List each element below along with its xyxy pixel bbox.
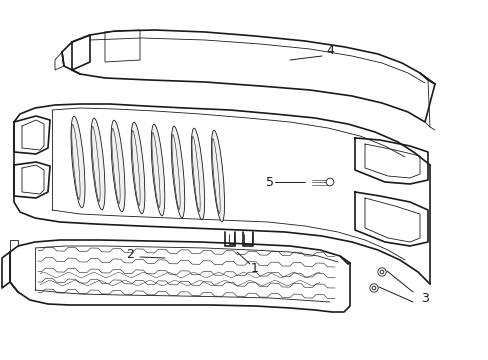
Ellipse shape <box>131 122 144 214</box>
Ellipse shape <box>71 116 85 208</box>
Circle shape <box>380 270 383 274</box>
Ellipse shape <box>171 126 184 218</box>
Circle shape <box>371 286 375 290</box>
Text: 3: 3 <box>420 292 428 305</box>
Text: 4: 4 <box>325 44 333 57</box>
Text: 1: 1 <box>250 261 259 275</box>
Circle shape <box>377 268 386 276</box>
Ellipse shape <box>91 118 105 210</box>
Ellipse shape <box>191 128 204 220</box>
Circle shape <box>369 284 377 292</box>
Text: 2: 2 <box>126 248 134 261</box>
Circle shape <box>325 178 333 186</box>
Ellipse shape <box>151 124 164 216</box>
Text: 5: 5 <box>265 176 273 189</box>
Ellipse shape <box>211 130 224 222</box>
Ellipse shape <box>111 120 125 212</box>
